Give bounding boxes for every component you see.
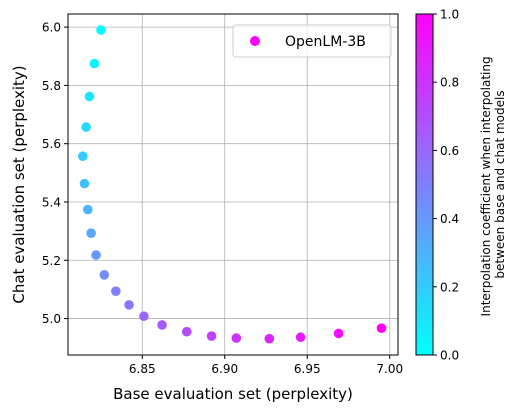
data-point xyxy=(264,333,275,344)
colorbar-gradient xyxy=(415,13,434,356)
legend: OpenLM-3B xyxy=(232,24,392,58)
y-tick-label: 5.4 xyxy=(42,195,61,209)
colorbar-tick-label: 1.0 xyxy=(440,8,459,22)
colorbar-ticks: 0.0 0.2 0.4 0.6 0.8 1.0 xyxy=(433,8,459,363)
colorbar-label-line-1: Interpolation coefficient when interpola… xyxy=(479,56,493,316)
colorbar-tick-label: 0.2 xyxy=(440,280,459,294)
x-tick-label: 6.95 xyxy=(294,362,321,376)
data-point xyxy=(206,331,217,341)
data-point xyxy=(78,151,88,162)
x-axis: 6.85 6.90 6.95 7.00 xyxy=(129,355,403,376)
data-point xyxy=(81,122,91,132)
data-points xyxy=(78,25,387,344)
data-point xyxy=(376,323,387,333)
y-tick-label: 5.6 xyxy=(42,137,61,151)
colorbar: 0.0 0.2 0.4 0.6 0.8 1.0 Interpolation coeffic… xyxy=(415,8,507,363)
colorbar-label: Interpolation coefficient when interpola… xyxy=(479,53,507,317)
colorbar-tick-label: 0.4 xyxy=(440,212,459,226)
y-tick-label: 5.0 xyxy=(42,312,61,326)
plot-area-frame xyxy=(67,13,399,356)
x-axis-label: Base evaluation set (perplexity) xyxy=(113,385,353,403)
data-point xyxy=(111,286,121,296)
data-point xyxy=(139,311,149,322)
colorbar-tick-label: 0.0 xyxy=(440,349,459,363)
data-point xyxy=(86,228,96,238)
y-tick-label: 6.0 xyxy=(42,21,61,35)
y-tick-label: 5.2 xyxy=(42,254,61,268)
colorbar-tick-label: 0.8 xyxy=(440,76,459,90)
x-tick-label: 6.90 xyxy=(211,362,238,376)
grid xyxy=(68,14,398,355)
data-point xyxy=(96,25,106,35)
data-point xyxy=(295,332,306,343)
y-axis: 5.0 5.2 5.4 5.6 5.8 6.0 xyxy=(42,21,68,326)
data-point xyxy=(157,320,167,330)
x-tick-label: 7.00 xyxy=(376,362,403,376)
legend-box xyxy=(232,24,392,58)
y-tick-label: 5.8 xyxy=(42,79,61,93)
data-point xyxy=(124,300,134,310)
data-point xyxy=(182,326,192,337)
data-point xyxy=(333,328,344,339)
x-tick-label: 6.85 xyxy=(129,362,156,376)
data-point xyxy=(99,270,110,280)
data-point xyxy=(79,178,90,189)
legend-label: OpenLM-3B xyxy=(285,34,366,50)
data-point xyxy=(83,204,93,215)
data-point xyxy=(89,58,100,69)
legend-marker xyxy=(250,36,260,46)
data-point xyxy=(231,333,242,343)
y-axis-label: Chat evaluation set (perplexity) xyxy=(10,65,28,303)
colorbar-label-line-2: between base and chat models xyxy=(493,90,507,278)
data-point xyxy=(84,91,95,102)
data-point xyxy=(91,250,101,260)
colorbar-tick-label: 0.6 xyxy=(440,144,459,158)
